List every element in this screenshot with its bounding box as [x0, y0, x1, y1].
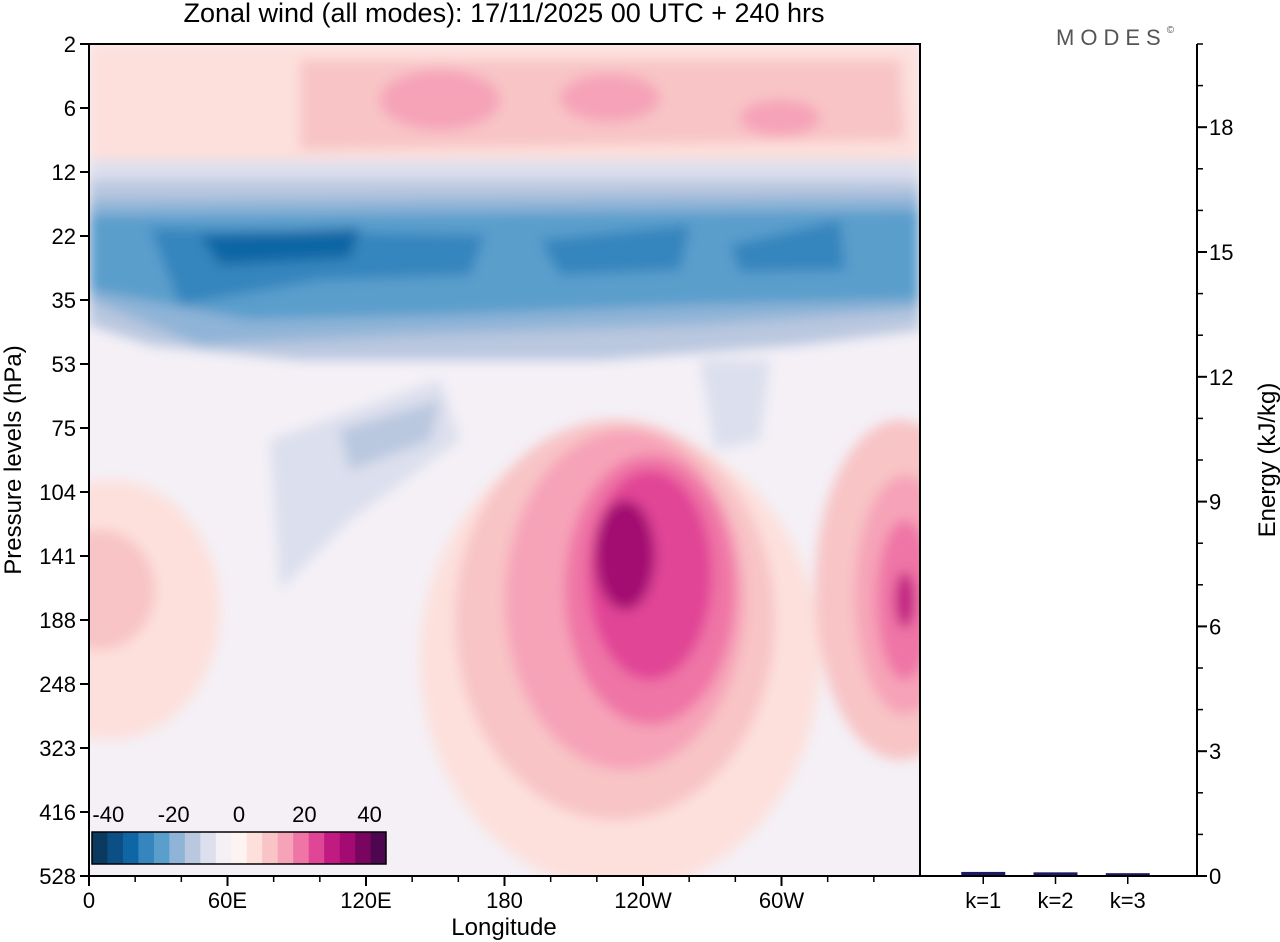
energy-category-label: k=1 — [965, 888, 1001, 913]
colorbar-swatch — [200, 832, 217, 864]
colorbar-swatch — [184, 832, 201, 864]
energy-axis-label: Energy (kJ/kg) — [1254, 383, 1280, 538]
energy-bar-k=2 — [1033, 872, 1078, 876]
energy-category-label: k=2 — [1037, 888, 1073, 913]
colorbar-swatch — [355, 832, 371, 864]
colorbar-label: 0 — [233, 802, 245, 827]
colorbar-label: -20 — [158, 802, 190, 827]
colorbar-label: 20 — [292, 802, 316, 827]
colorbar-swatch — [308, 832, 325, 864]
colorbar-swatch — [138, 832, 155, 864]
colorbar-swatch — [215, 832, 232, 864]
colorbar-swatch — [293, 832, 309, 864]
energy-category-label: k=3 — [1110, 888, 1146, 913]
energy-tick-label: 3 — [1209, 739, 1221, 764]
y-tick-label: 22 — [52, 224, 76, 249]
y-tick-label: 416 — [39, 800, 76, 825]
upper-core-3 — [740, 100, 820, 136]
energy-bar-k=3 — [1105, 873, 1150, 876]
y-tick-label: 323 — [39, 736, 76, 761]
colorbar-frame — [91, 831, 387, 865]
mid-easterly-spur — [700, 360, 770, 450]
x-tick-label: 120W — [614, 888, 672, 913]
upper-core-1 — [380, 70, 500, 130]
energy-tick-label: 6 — [1209, 614, 1221, 639]
colorbar-swatch — [246, 832, 263, 864]
edge-westerly-core — [895, 572, 915, 628]
wind-contour-field — [89, 44, 920, 876]
y-tick-label: 104 — [39, 480, 76, 505]
colorbar-swatch — [169, 832, 186, 864]
colorbar-swatch — [231, 832, 248, 864]
energy-tick-label: 18 — [1209, 115, 1233, 140]
zero-westerly-layer-2 — [89, 530, 155, 650]
easterly-max — [200, 228, 360, 265]
y-tick-label: 35 — [52, 288, 76, 313]
colorbar-swatch — [92, 832, 108, 864]
x-axis-label: Longitude — [451, 914, 556, 941]
energy-bar-k=1 — [961, 871, 1006, 876]
energy-tick-label: 9 — [1209, 490, 1221, 515]
y-tick-label: 141 — [39, 544, 76, 569]
easterly-core-central — [540, 225, 690, 275]
colorbar-label: -40 — [92, 802, 124, 827]
colorbar: -40 -20 0 20 40 — [88, 796, 390, 868]
colorbar-swatch — [107, 832, 124, 864]
x-tick-label: 60W — [759, 888, 804, 913]
energy-tick-label: 12 — [1209, 365, 1233, 390]
y-tick-label: 2 — [64, 32, 76, 57]
colorbar-swatch — [122, 832, 139, 864]
y-tick-label: 188 — [39, 608, 76, 633]
colorbar-swatch — [339, 832, 356, 864]
x-tick-label: 120E — [340, 888, 391, 913]
y-axis-label: Pressure levels (hPa) — [0, 345, 27, 574]
x-tick-label: 180 — [486, 888, 523, 913]
energy-panel: 0 3 6 9 12 15 18 k=1 k=2 k=3 — [961, 43, 1233, 913]
y-tick-label: 6 — [64, 96, 76, 121]
colorbar-swatch — [324, 832, 340, 864]
modes-logo: MODES© — [1056, 25, 1180, 50]
colorbar-swatch — [277, 832, 294, 864]
colorbar-swatch — [370, 832, 387, 864]
axes: 2 6 12 22 35 53 75 104 141 188 248 323 416 528 0 60E 120… — [39, 32, 1198, 913]
upper-core-2 — [560, 74, 660, 122]
colorbar-swatch — [153, 832, 170, 864]
y-tick-label: 75 — [52, 416, 76, 441]
y-tick-label: 248 — [39, 672, 76, 697]
energy-tick-label: 15 — [1209, 240, 1233, 265]
y-tick-label: 53 — [52, 352, 76, 377]
y-tick-label: 528 — [39, 864, 76, 889]
chart-title: Zonal wind (all modes): 17/11/2025 00 UT… — [183, 0, 824, 28]
mid-easterly-core — [340, 400, 440, 470]
westerly-jet-core — [595, 500, 655, 610]
easterly-core-east — [730, 220, 845, 272]
energy-tick-label: 0 — [1209, 864, 1221, 889]
x-tick-label: 0 — [83, 888, 95, 913]
y-tick-label: 12 — [52, 160, 76, 185]
x-tick-label: 60E — [208, 888, 247, 913]
colorbar-swatch — [262, 832, 278, 864]
colorbar-label: 40 — [357, 802, 381, 827]
